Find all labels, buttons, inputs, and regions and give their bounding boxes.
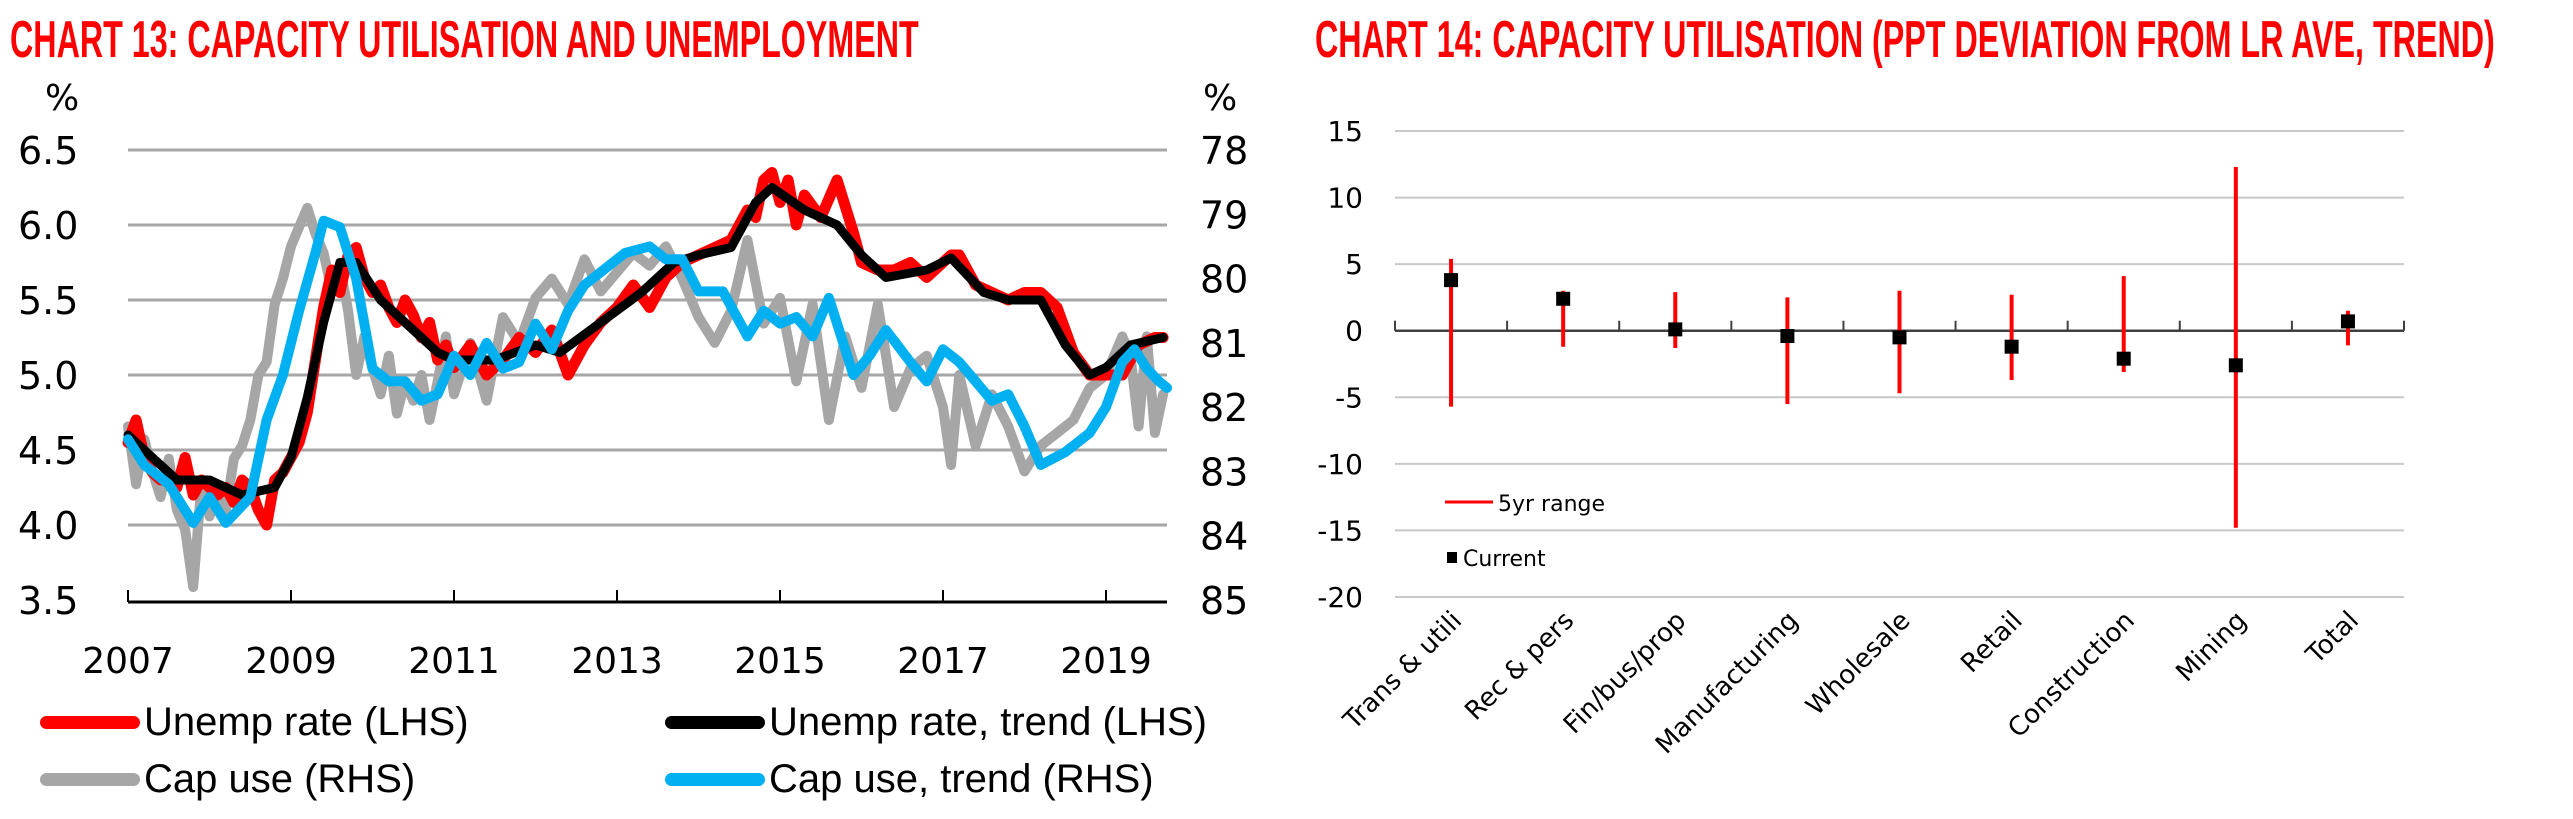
y-tick-label: -15 [1317, 514, 1363, 547]
y-right-tick-label: 83 [1200, 450, 1248, 494]
legend-current-swatch [1447, 552, 1457, 563]
legend-item-cap-use: Cap use (RHS) [40, 757, 415, 802]
x-tick-label: 2017 [897, 641, 989, 682]
series-line-cap-use-rhs [123, 202, 1169, 593]
chart-13-title: CHART 13: CAPACITY UTILISATION AND UNEMP… [10, 11, 919, 69]
current-marker-6 [2116, 351, 2131, 366]
legend-swatch-blue [665, 773, 765, 786]
chart-13: 6.5 6.0 5.5 5.0 4.5 4.0 3.5 78 79 80 81 82 83 84 85% % 2… [18, 78, 1248, 682]
x-tick-label: 2007 [82, 641, 174, 682]
y-left-tick-label: 4.5 [18, 429, 78, 473]
x-tick-label: 2013 [571, 641, 663, 682]
current-marker-1 [1556, 291, 1571, 306]
y-tick-label: 10 [1327, 182, 1363, 215]
y-left-tick-label: 6.5 [18, 129, 78, 173]
y-right-tick-label: 79 [1200, 193, 1248, 237]
legend-swatch-red [40, 716, 140, 729]
legend-item-cap-use-trend: Cap use, trend (RHS) [665, 757, 1154, 802]
series-line-cap-use-trend-rhs [123, 215, 1173, 528]
legend-range-label: 5yr range [1498, 492, 1605, 517]
category-label: Retail [1955, 606, 2028, 679]
y-tick-label: 5 [1345, 248, 1363, 281]
y-left-tick-label: 3.5 [18, 579, 78, 623]
category-label: Total [2300, 606, 2365, 671]
legend-swatch-grey [40, 773, 140, 786]
current-marker-5 [2004, 339, 2019, 354]
y-right-tick-label: 78 [1200, 129, 1248, 173]
current-marker-2 [1668, 322, 1683, 337]
y-left-tick-label: 5.5 [18, 279, 78, 323]
category-label: Mining [2171, 606, 2253, 688]
y-right-tick-label: 82 [1200, 386, 1248, 430]
y-right-tick-label: 85 [1200, 579, 1248, 623]
y-tick-label: -20 [1317, 581, 1363, 614]
y-tick-label: -10 [1317, 448, 1363, 481]
legend-item-unemp-trend: Unemp rate, trend (LHS) [665, 700, 1207, 745]
current-marker-0 [1444, 273, 1459, 288]
category-label: Wholesale [1800, 606, 1916, 722]
y-left-unit-label: % [45, 78, 79, 119]
legend-current-label: Current [1463, 547, 1546, 572]
y-left-tick-label: 6.0 [18, 204, 78, 248]
current-marker-4 [1892, 330, 1907, 345]
current-marker-7 [2228, 358, 2243, 373]
legend-label: Cap use (RHS) [144, 757, 416, 801]
x-tick-label: 2019 [1060, 641, 1152, 682]
legend-swatch-black [665, 716, 765, 729]
y-tick-label: 0 [1345, 315, 1363, 348]
legend-item-unemp-rate: Unemp rate (LHS) [40, 700, 469, 745]
x-tick-label: 2015 [734, 641, 826, 682]
series-line-unemp-rate-trend-lhs [123, 183, 1168, 500]
y-tick-label: 15 [1327, 115, 1363, 148]
chart-14-title: CHART 14: CAPACITY UTILISATION (PPT DEVI… [1315, 11, 2495, 69]
x-tick-label: 2011 [408, 641, 500, 682]
y-left-tick-label: 4.0 [18, 504, 78, 548]
category-label: Rec & pers [1459, 606, 1580, 727]
legend-label: Unemp rate, trend (LHS) [769, 700, 1207, 744]
category-label: Trans & utili [1337, 606, 1468, 737]
y-right-tick-label: 80 [1200, 258, 1248, 302]
y-right-unit-label: % [1203, 78, 1237, 119]
y-right-tick-label: 84 [1200, 515, 1248, 559]
legend-label: Unemp rate (LHS) [144, 700, 469, 744]
current-marker-3 [1780, 329, 1795, 344]
y-left-tick-label: 5.0 [18, 354, 78, 398]
x-tick-label: 2009 [245, 641, 337, 682]
current-marker-8 [2340, 314, 2355, 329]
y-right-tick-label: 81 [1200, 322, 1248, 366]
y-tick-label: -5 [1335, 381, 1363, 414]
legend-label: Cap use, trend (RHS) [769, 757, 1154, 801]
